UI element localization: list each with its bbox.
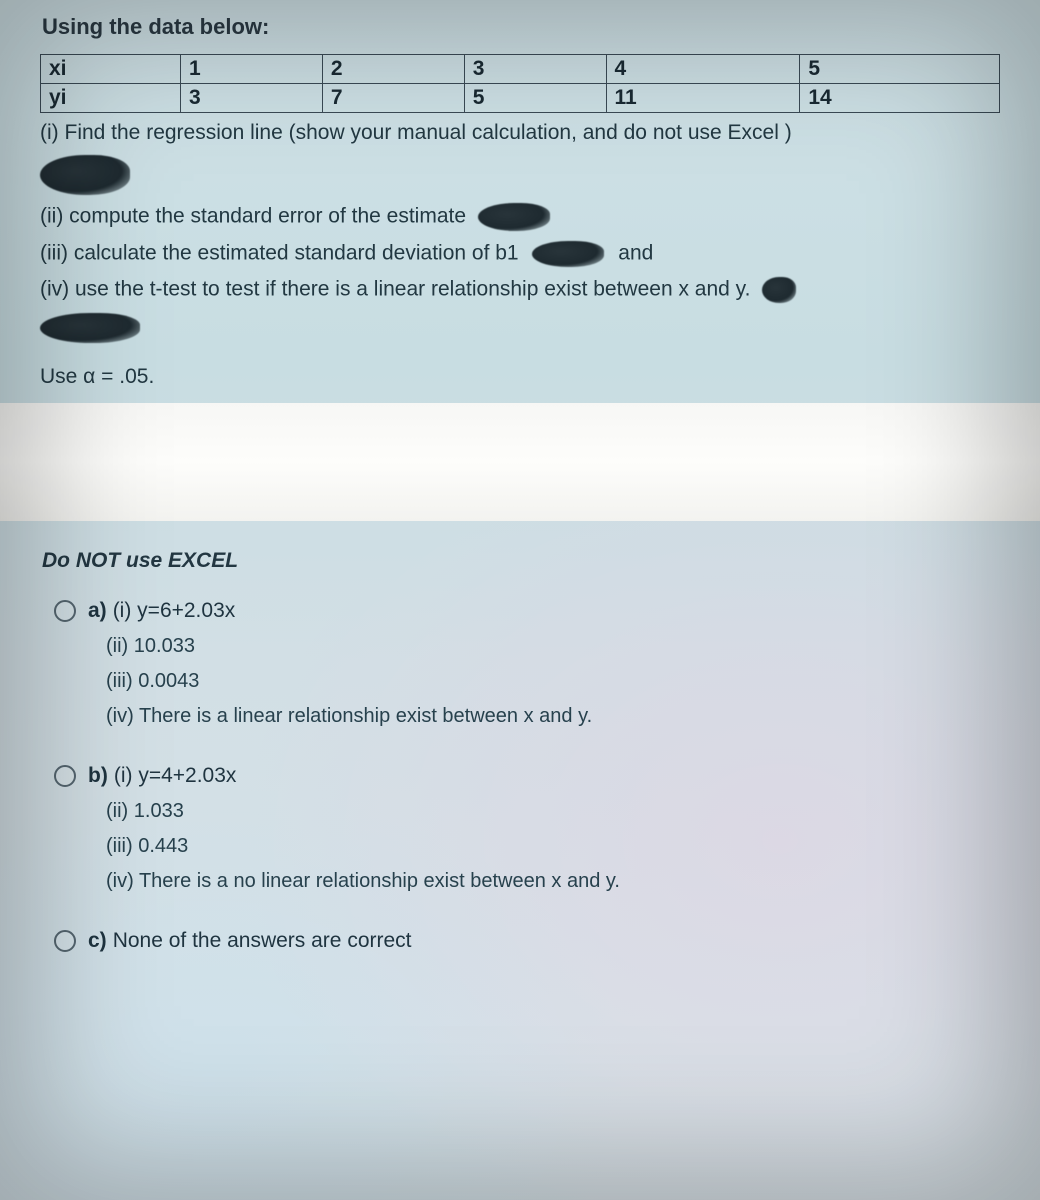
- option-b-i: (i) y=4+2.03x: [114, 764, 237, 788]
- option-a-ii: (ii) 10.033: [106, 635, 1010, 658]
- question-iii: (iii) calculate the estimated standard d…: [40, 241, 1010, 267]
- option-a-head: a) (i) y=6+2.03x: [54, 599, 1010, 623]
- cell: 5: [464, 84, 606, 113]
- question-iv: (iv) use the t-test to test if there is …: [40, 277, 1010, 303]
- question-ii-text: (ii) compute the standard error of the e…: [40, 205, 466, 228]
- question-page: Using the data below: xi 1 2 3 4 5 yi 3 …: [0, 0, 1040, 953]
- redaction-smudge: [532, 241, 604, 267]
- option-a-label: a): [88, 599, 107, 623]
- option-a[interactable]: a) (i) y=6+2.03x (ii) 10.033 (iii) 0.004…: [54, 599, 1010, 728]
- redaction-smudge: [40, 313, 140, 343]
- option-b-iv: (iv) There is a no linear relationship e…: [106, 870, 1010, 893]
- row-label: yi: [41, 84, 181, 113]
- question-iv-text: (iv) use the t-test to test if there is …: [40, 278, 750, 301]
- cell: 4: [606, 55, 800, 84]
- row-label: xi: [41, 55, 181, 84]
- radio-icon[interactable]: [54, 600, 76, 622]
- cell: 2: [322, 55, 464, 84]
- question-iii-text-a: (iii) calculate the estimated standard d…: [40, 242, 519, 265]
- question-i: (i) Find the regression line (show your …: [40, 121, 1010, 145]
- radio-icon[interactable]: [54, 930, 76, 952]
- option-b-ii: (ii) 1.033: [106, 800, 1010, 823]
- cell: 14: [800, 84, 1000, 113]
- option-b-iii: (iii) 0.443: [106, 835, 1010, 858]
- option-a-iii: (iii) 0.0043: [106, 670, 1010, 693]
- no-excel-note: Do NOT use EXCEL: [42, 549, 1010, 573]
- option-c-head: c) None of the answers are correct: [54, 929, 1010, 953]
- question-ii: (ii) compute the standard error of the e…: [40, 203, 1010, 231]
- question-iii-text-b: and: [618, 242, 653, 265]
- redaction-smudge: [762, 277, 796, 303]
- redaction-smudge: [478, 203, 550, 231]
- option-a-iv: (iv) There is a linear relationship exis…: [106, 705, 1010, 728]
- option-a-i: (i) y=6+2.03x: [113, 599, 236, 623]
- data-table: xi 1 2 3 4 5 yi 3 7 5 11 14: [40, 54, 1000, 113]
- table-row: yi 3 7 5 11 14: [41, 84, 1000, 113]
- cell: 7: [322, 84, 464, 113]
- option-b-head: b) (i) y=4+2.03x: [54, 764, 1010, 788]
- cell: 1: [181, 55, 323, 84]
- table-row: xi 1 2 3 4 5: [41, 55, 1000, 84]
- option-b[interactable]: b) (i) y=4+2.03x (ii) 1.033 (iii) 0.443 …: [54, 764, 1010, 893]
- option-c[interactable]: c) None of the answers are correct: [54, 929, 1010, 953]
- radio-icon[interactable]: [54, 765, 76, 787]
- alpha-note: Use α = .05.: [40, 365, 1010, 389]
- cell: 5: [800, 55, 1000, 84]
- cell: 3: [464, 55, 606, 84]
- cell: 11: [606, 84, 800, 113]
- option-b-label: b): [88, 764, 108, 788]
- cell: 3: [181, 84, 323, 113]
- options-group: a) (i) y=6+2.03x (ii) 10.033 (iii) 0.004…: [54, 599, 1010, 953]
- redaction-smudge: [40, 155, 130, 195]
- option-c-text: None of the answers are correct: [113, 929, 412, 953]
- erased-band: [0, 403, 1040, 521]
- prompt-text: Using the data below:: [42, 14, 1010, 40]
- option-c-label: c): [88, 929, 107, 953]
